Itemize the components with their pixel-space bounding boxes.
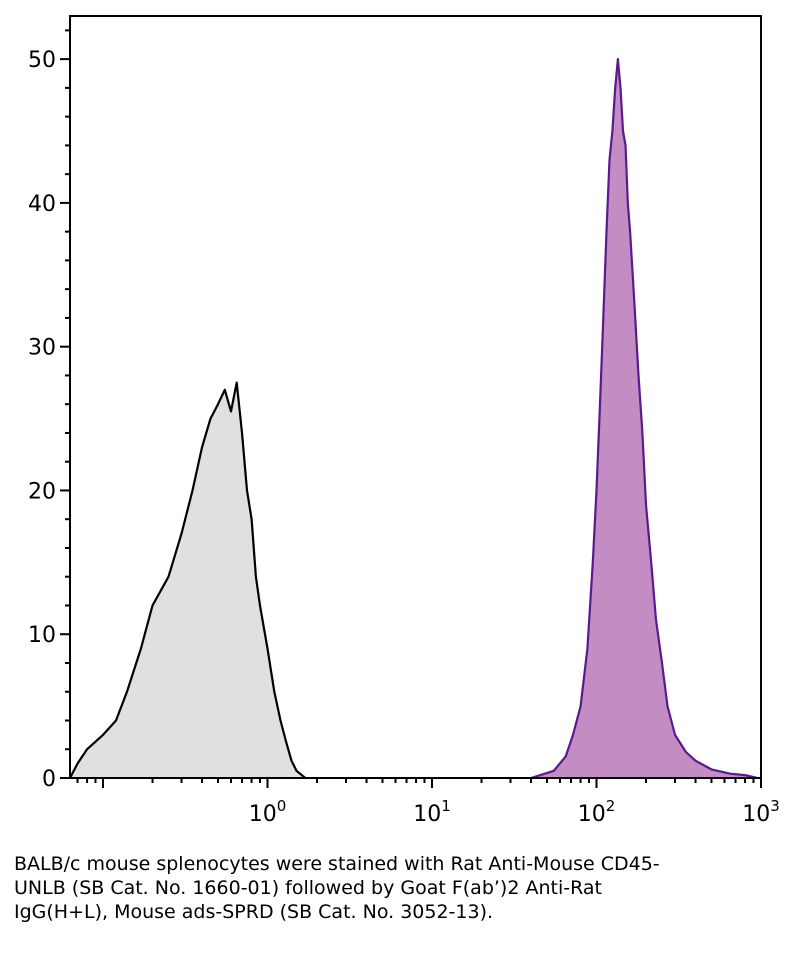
y-tick-label: 0	[42, 767, 56, 792]
series-0-area	[70, 382, 306, 778]
y-tick-label: 10	[28, 623, 56, 648]
series-0-line	[69, 381, 307, 779]
series-1-area	[531, 59, 758, 779]
histogram-chart: 0 10 20 30 40 50 100 101 102 103	[28, 15, 780, 827]
x-tick-label: 102	[578, 797, 616, 827]
y-tick-label: 30	[28, 336, 56, 361]
y-tick-label: 50	[28, 48, 56, 73]
figure-caption: BALB/c mouse splenocytes were stained wi…	[14, 853, 660, 923]
x-tick-label: 103	[742, 797, 780, 827]
x-axis: 100 101 102 103	[76, 778, 780, 827]
y-axis: 0 10 20 30 40 50	[28, 29, 70, 792]
series-layer	[69, 57, 758, 780]
x-tick-label: 100	[249, 797, 287, 827]
y-tick-label: 20	[28, 479, 56, 504]
y-tick-label: 40	[28, 192, 56, 217]
series-1-line	[530, 57, 758, 780]
x-tick-label: 101	[413, 797, 451, 827]
